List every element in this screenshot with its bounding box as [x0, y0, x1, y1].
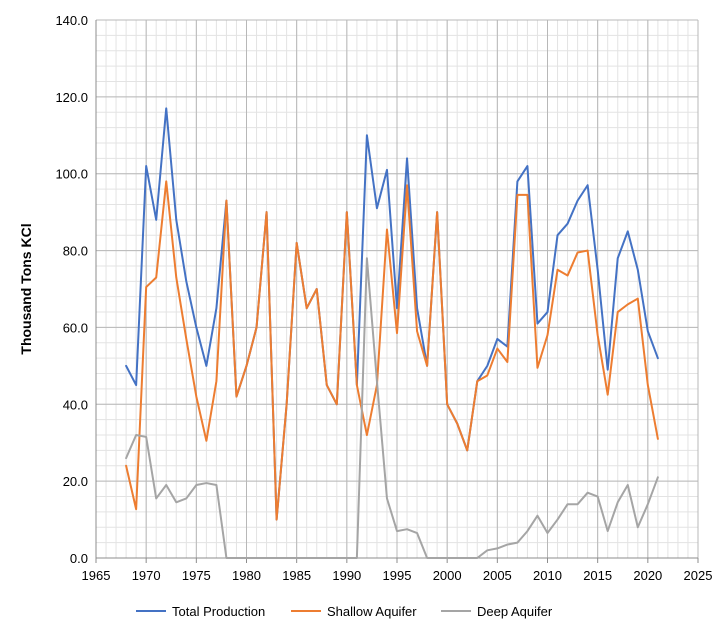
series-line-deep-aquifer — [125, 257, 659, 559]
y-tick-label: 60.0 — [63, 320, 88, 335]
y-tick-label: 20.0 — [63, 474, 88, 489]
y-tick-label: 0.0 — [70, 551, 88, 566]
y-tick-label: 100.0 — [55, 167, 88, 182]
y-tick-labels: 0.0 20.0 40.0 60.0 80.0 100.0 120.0 140.0 — [55, 13, 88, 566]
x-tick-label: 2015 — [583, 568, 612, 583]
legend-label: Deep Aquifer — [477, 604, 553, 619]
x-tick-label: 1990 — [332, 568, 361, 583]
x-tick-label: 1980 — [232, 568, 261, 583]
x-tick-label: 1965 — [82, 568, 111, 583]
y-tick-label: 120.0 — [55, 90, 88, 105]
x-tick-label: 2025 — [684, 568, 713, 583]
x-tick-label: 2020 — [633, 568, 662, 583]
x-tick-label: 1985 — [282, 568, 311, 583]
series-line-total-production — [125, 107, 659, 521]
x-tick-label: 2005 — [483, 568, 512, 583]
legend-label: Shallow Aquifer — [327, 604, 417, 619]
x-tick-label: 1975 — [182, 568, 211, 583]
x-tick-label: 2010 — [533, 568, 562, 583]
axes — [95, 20, 699, 563]
y-axis-title: Thousand Tons KCl — [18, 223, 34, 354]
y-tick-label: 140.0 — [55, 13, 88, 28]
legend: Total Production Shallow Aquifer Deep Aqui… — [136, 604, 553, 619]
x-tick-label: 1970 — [132, 568, 161, 583]
series-lines — [125, 107, 659, 559]
x-tick-labels: 1965 1970 1975 1980 1985 1990 1995 2000 2005 2010… — [82, 568, 713, 583]
legend-label: Total Production — [172, 604, 265, 619]
legend-item-shallow-aquifer: Shallow Aquifer — [291, 604, 417, 619]
series-line-shallow-aquifer — [125, 180, 659, 521]
x-tick-label: 1995 — [383, 568, 412, 583]
legend-item-total-production: Total Production — [136, 604, 265, 619]
legend-item-deep-aquifer: Deep Aquifer — [441, 604, 553, 619]
y-tick-label: 80.0 — [63, 244, 88, 259]
y-tick-label: 40.0 — [63, 397, 88, 412]
x-tick-label: 2000 — [433, 568, 462, 583]
